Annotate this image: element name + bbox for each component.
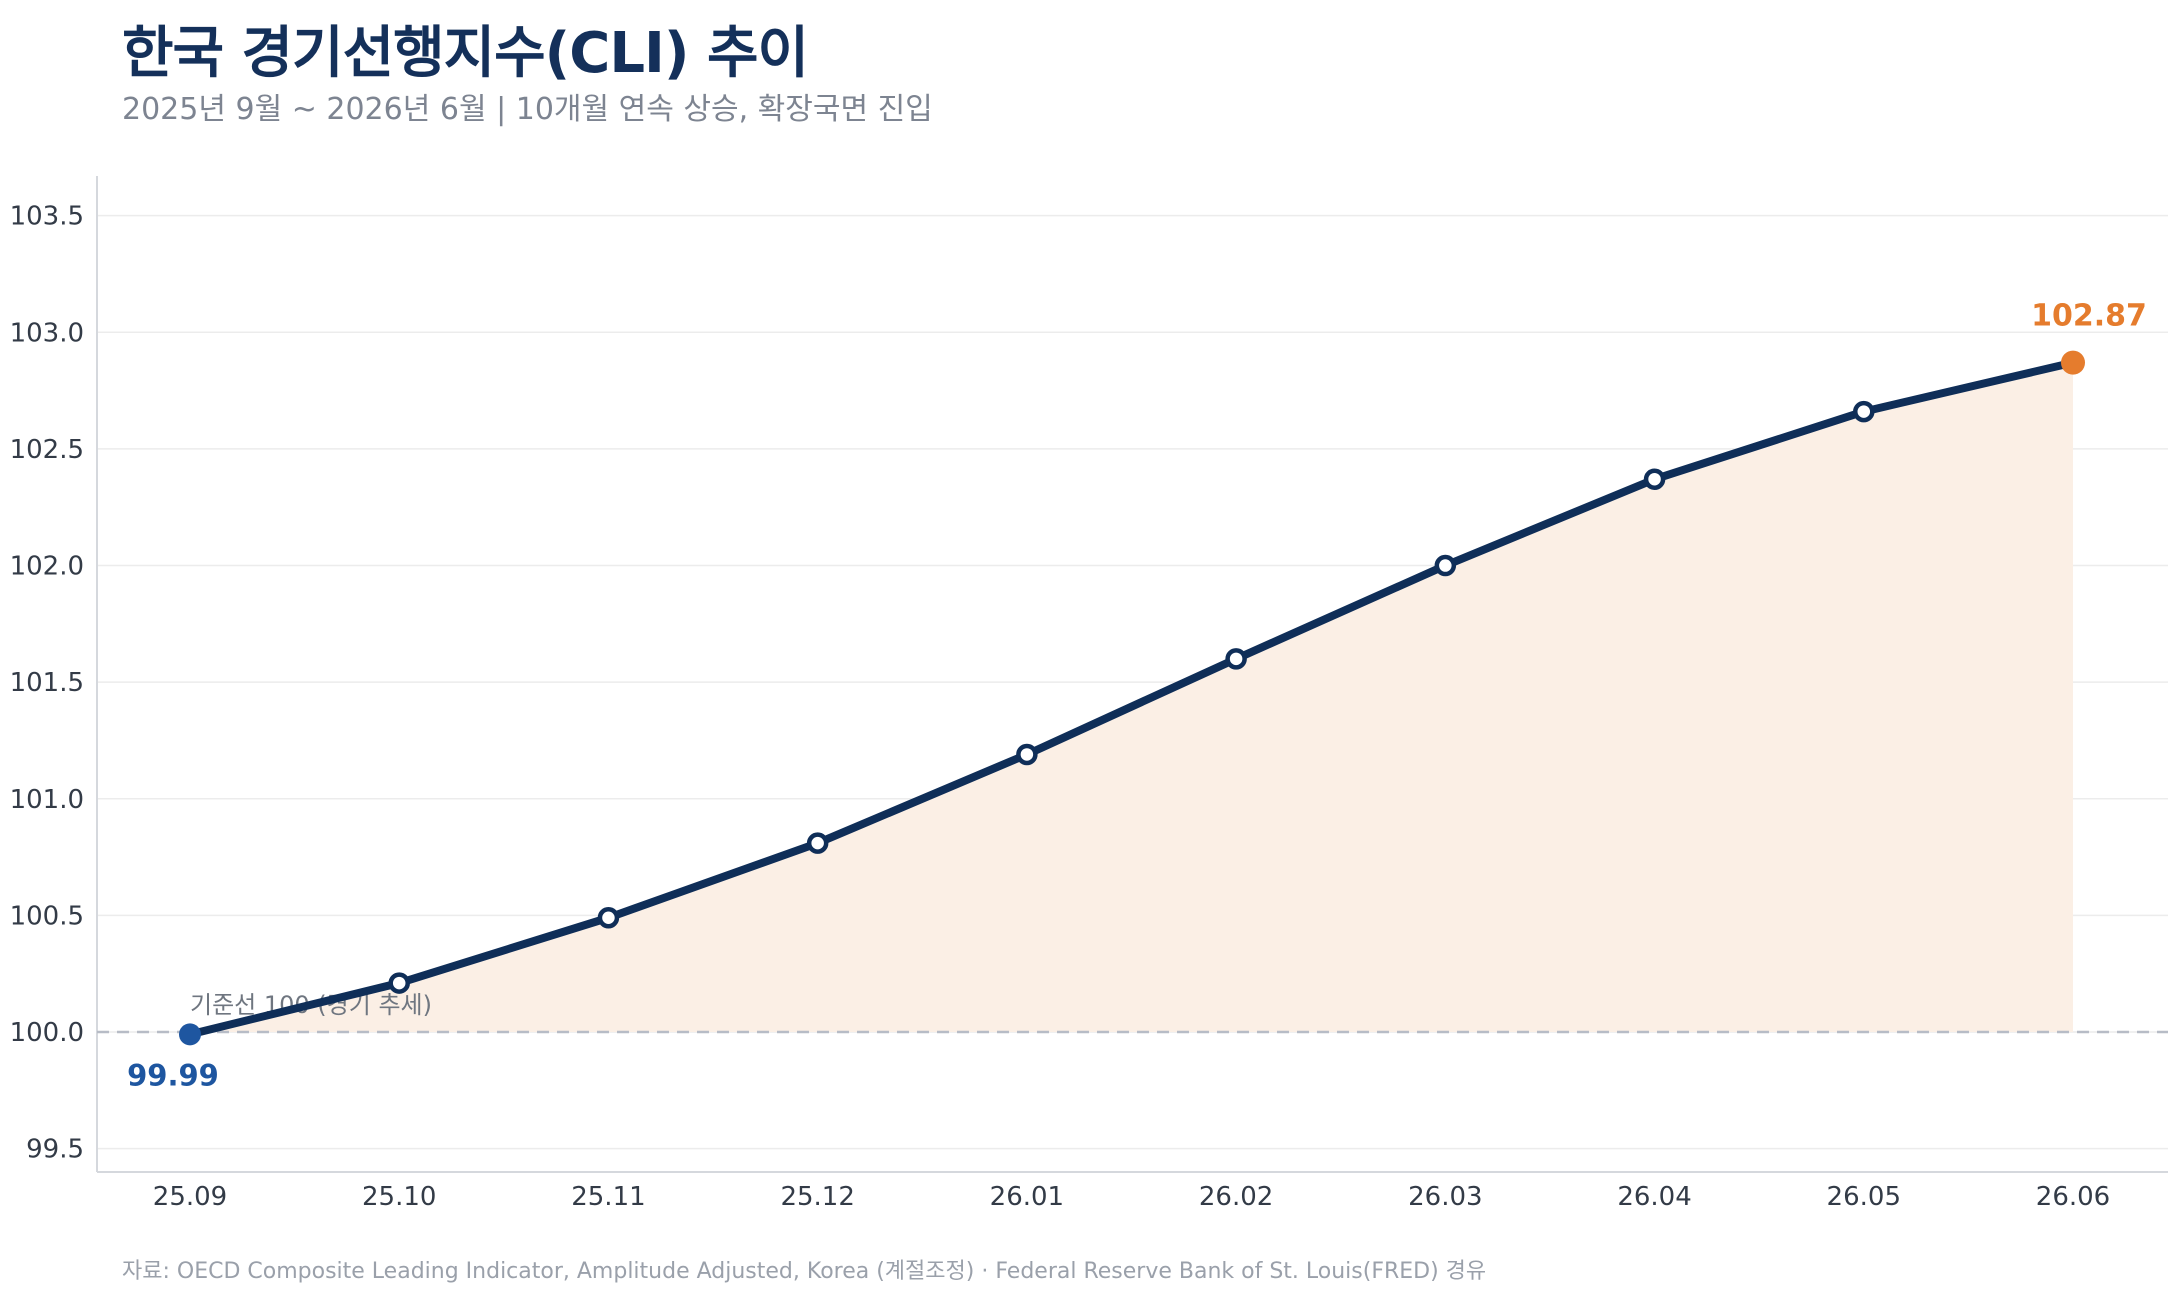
area-fill bbox=[190, 362, 2073, 1035]
x-tick-label: 26.05 bbox=[1827, 1182, 1901, 1212]
x-tick-label: 25.10 bbox=[362, 1182, 436, 1212]
series-line bbox=[186, 358, 2077, 1039]
data-point bbox=[1225, 648, 1247, 670]
data-point bbox=[1016, 743, 1038, 766]
y-tick-label: 103.0 bbox=[10, 318, 84, 348]
data-point bbox=[388, 972, 410, 994]
chart-subtitle: 2025년 9월 ~ 2026년 6월 | 10개월 연속 상승, 확장국면 진… bbox=[122, 92, 933, 127]
x-tick-label: 26.04 bbox=[1617, 1182, 1691, 1212]
y-tick-label: 101.5 bbox=[10, 668, 84, 698]
end-point bbox=[2061, 350, 2085, 375]
y-tick-label: 102.5 bbox=[10, 435, 84, 465]
y-tick-label: 99.5 bbox=[26, 1135, 84, 1165]
y-tick-label: 102.0 bbox=[10, 552, 84, 582]
data-point bbox=[806, 832, 829, 854]
x-tick-label: 25.12 bbox=[780, 1182, 854, 1212]
end-value-label: 102.87 bbox=[2031, 299, 2147, 334]
source-note: 자료: OECD Composite Leading Indicator, Am… bbox=[122, 1259, 1487, 1284]
x-tick-label: 25.11 bbox=[571, 1182, 645, 1212]
chart-title: 한국 경기선행지수(CLI) 추이 bbox=[122, 21, 809, 86]
start-point bbox=[179, 1023, 201, 1046]
x-tick-label: 26.02 bbox=[1199, 1182, 1273, 1212]
x-tick-label: 25.09 bbox=[153, 1182, 227, 1212]
data-point bbox=[1853, 400, 1875, 423]
x-tick-label: 26.01 bbox=[990, 1182, 1064, 1212]
x-tick-label: 26.03 bbox=[1408, 1182, 1482, 1212]
y-tick-label: 101.0 bbox=[10, 785, 84, 815]
y-tick-label: 100.5 bbox=[10, 901, 84, 931]
y-tick-label: 100.0 bbox=[10, 1018, 84, 1048]
y-tick-label: 103.5 bbox=[10, 202, 84, 232]
x-tick-label: 26.06 bbox=[2036, 1182, 2110, 1212]
data-point bbox=[597, 907, 620, 929]
data-point bbox=[1434, 554, 1457, 577]
start-value-label: 99.99 bbox=[127, 1058, 219, 1092]
data-point bbox=[1643, 468, 1666, 490]
